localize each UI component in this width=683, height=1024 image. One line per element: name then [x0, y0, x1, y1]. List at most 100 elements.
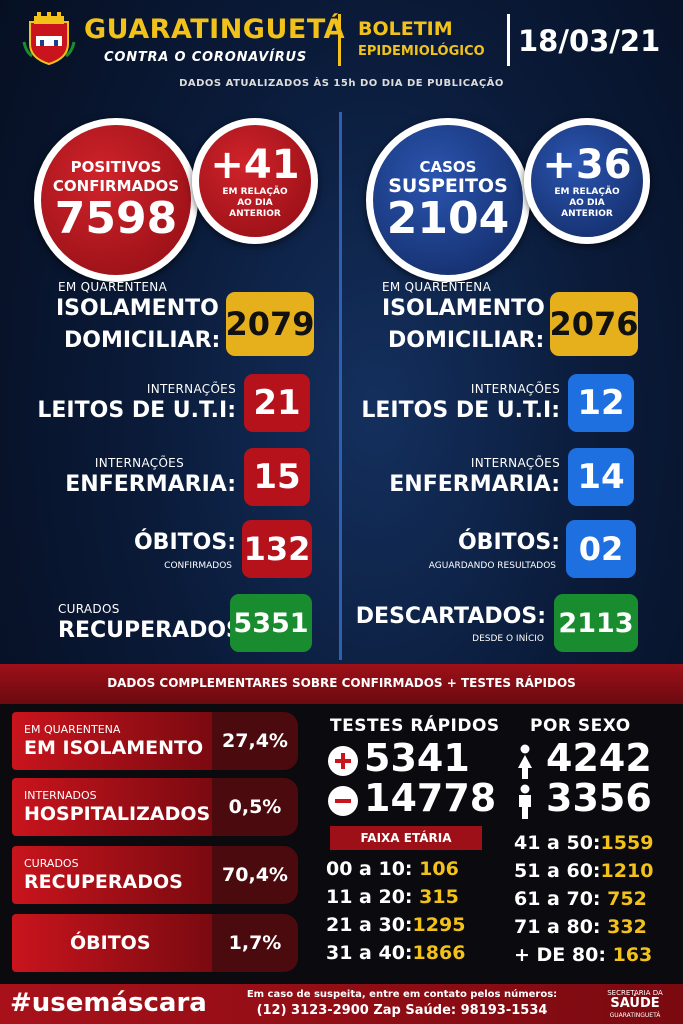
quarantine-label-2: DOMICILIAR: — [388, 328, 545, 353]
age-label: 11 a 20: — [326, 886, 413, 908]
quarantine-small-label: EM QUARENTENA — [58, 280, 168, 294]
age-value: 1210 — [600, 860, 654, 882]
age-label: 71 a 80: — [514, 916, 601, 938]
city-subtitle: CONTRA O CORONAVÍRUS — [104, 50, 308, 65]
deaths-note: CONFIRMADOS — [164, 561, 232, 571]
ward-label: ENFERMARIA: — [65, 472, 236, 497]
city-crest-icon — [22, 12, 76, 66]
cured-small: CURADOS — [24, 857, 79, 870]
bulletin-date: 18/03/21 — [518, 24, 661, 58]
cured-pct: 70,4% — [212, 846, 298, 904]
age-label: 31 a 40: — [326, 942, 413, 964]
age-row: 61 a 70: 752 — [514, 888, 647, 910]
icu-label: LEITOS DE U.T.I: — [361, 398, 560, 423]
suspected-label-2: SUSPEITOS — [388, 175, 508, 197]
age-row: 31 a 40:1866 — [326, 942, 465, 964]
confirmed-cured-value: 5351 — [230, 594, 312, 652]
isolation-small: EM QUARENTENA — [24, 723, 121, 736]
confirmed-value: 7598 — [54, 193, 178, 244]
minus-icon — [328, 786, 358, 816]
quarantine-label-2: DOMICILIAR: — [64, 328, 221, 353]
confirmed-icu-value: 21 — [244, 374, 310, 432]
icu-small-label: INTERNAÇÕES — [146, 382, 236, 396]
age-value: 752 — [607, 888, 647, 910]
confirmed-ward-value: 15 — [244, 448, 310, 506]
deaths-big: ÓBITOS — [70, 932, 151, 954]
contact-line-2: (12) 3123-2900 Zap Saúde: 98193-1534 — [256, 1003, 548, 1018]
confirmed-delta: +41 — [210, 141, 300, 188]
cured-big: RECUPERADOS — [24, 871, 183, 893]
updated-note: DADOS ATUALIZADOS ÀS 15h DO DIA DE PUBLI… — [179, 78, 504, 89]
quarantine-label-1: ISOLAMENTO — [56, 296, 219, 321]
rapid-positive: 5341 — [364, 736, 470, 780]
hospital-small: INTERNADOS — [24, 789, 97, 802]
confirmed-label-1: POSITIVOS — [70, 158, 162, 176]
ward-label: ENFERMARIA: — [389, 472, 560, 497]
age-value: 1295 — [412, 914, 466, 936]
age-row: 71 a 80: 332 — [514, 916, 647, 938]
confirmed-circle: POSITIVOS CONFIRMADOS 7598 — [34, 118, 198, 282]
suspected-value: 2104 — [386, 193, 510, 244]
suspected-label-1: CASOS — [419, 158, 477, 176]
quarantine-label-1: ISOLAMENTO — [382, 296, 545, 321]
hospital-pct: 0,5% — [212, 778, 298, 836]
confirmed-quarantine-value: 2079 — [225, 292, 315, 356]
pct-label-bg — [12, 846, 212, 904]
footer-band — [0, 984, 683, 1024]
cured-pct-row: CURADOS RECUPERADOS 70,4% — [12, 846, 298, 904]
discarded-label: DESCARTADOS: — [355, 604, 546, 629]
confirmed-label-2: CONFIRMADOS — [52, 177, 180, 195]
age-label: 61 a 70: — [514, 888, 601, 910]
hospital-pct-row: INTERNADOS HOSPITALIZADOS 0,5% — [12, 778, 298, 836]
suspected-delta-circle: +36 EM RELAÇÃO AO DIA ANTERIOR — [524, 118, 650, 244]
male-icon — [519, 784, 531, 819]
by-sex-title: POR SEXO — [530, 716, 631, 736]
delta-note-1: EM RELAÇÃO — [554, 186, 620, 197]
hashtag: #usemáscara — [10, 988, 207, 1018]
age-value: 315 — [419, 886, 459, 908]
delta-note-2: AO DIA — [237, 197, 273, 208]
age-value: 1559 — [600, 832, 654, 854]
female-count: 4242 — [546, 736, 652, 780]
dept-line-3: GUARATINGUETÁ — [609, 1012, 661, 1019]
hospital-big: HOSPITALIZADOS — [24, 803, 211, 825]
age-groups-title: FAIXA ETÁRIA — [330, 826, 482, 850]
rapid-tests-title: TESTES RÁPIDOS — [330, 716, 500, 736]
deaths-pct-row: ÓBITOS 1,7% — [12, 914, 298, 972]
rapid-negative: 14778 — [364, 776, 497, 820]
pct-label-bg — [12, 914, 212, 972]
deaths-label: ÓBITOS: — [133, 530, 236, 555]
age-value: 106 — [419, 858, 459, 880]
complementary-band — [0, 664, 683, 704]
age-value: 332 — [607, 916, 647, 938]
age-row: 51 a 60:1210 — [514, 860, 653, 882]
isolation-big: EM ISOLAMENTO — [24, 737, 204, 759]
age-value: 1866 — [412, 942, 466, 964]
header-divider — [338, 14, 341, 66]
isolation-pct: 27,4% — [212, 712, 298, 770]
age-row: + DE 80: 163 — [514, 944, 652, 966]
age-label: 51 a 60: — [514, 860, 601, 882]
suspected-deaths-value: 02 — [566, 520, 636, 578]
ward-small-label: INTERNAÇÕES — [470, 456, 560, 470]
suspected-delta: +36 — [542, 141, 632, 188]
suspected-circle: CASOS SUSPEITOS 2104 — [366, 118, 530, 282]
pct-label-bg — [12, 778, 212, 836]
pct-label-bg — [12, 712, 212, 770]
age-row: 41 a 50:1559 — [514, 832, 653, 854]
delta-note-2: AO DIA — [569, 197, 605, 208]
age-row: 21 a 30:1295 — [326, 914, 465, 936]
age-value: 163 — [612, 944, 653, 966]
icu-label: LEITOS DE U.T.I: — [37, 398, 236, 423]
age-label: 21 a 30: — [326, 914, 413, 936]
bulletin-subtitle: EPIDEMIOLÓGICO — [358, 44, 485, 59]
deaths-label: ÓBITOS: — [457, 530, 560, 555]
deaths-note: AGUARDANDO RESULTADOS — [428, 561, 556, 571]
header-divider — [507, 14, 510, 66]
age-label: 00 a 10: — [326, 858, 413, 880]
bulletin-title: BOLETIM — [358, 18, 453, 40]
delta-note-3: ANTERIOR — [229, 208, 281, 219]
icu-small-label: INTERNAÇÕES — [470, 382, 560, 396]
dept-line-2: SAÚDE — [610, 996, 660, 1011]
delta-note-1: EM RELAÇÃO — [222, 186, 288, 197]
